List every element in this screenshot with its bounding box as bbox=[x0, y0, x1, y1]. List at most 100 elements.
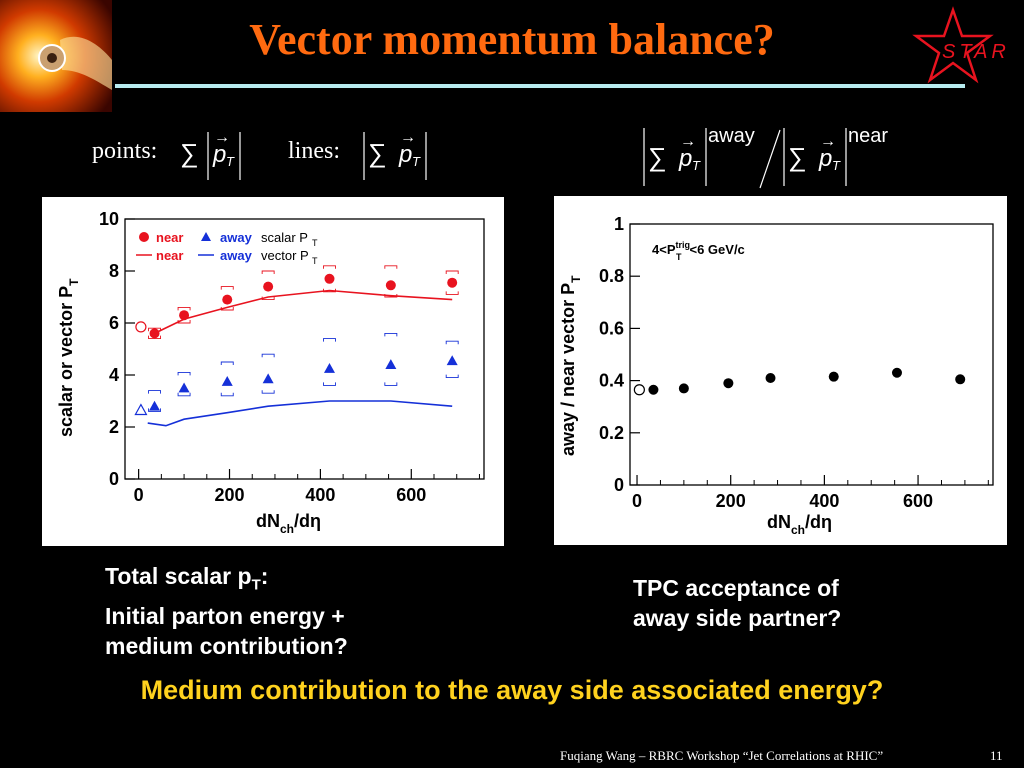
data-point bbox=[723, 378, 734, 389]
sys-error-bracket bbox=[384, 332, 398, 337]
legend-away-point bbox=[201, 232, 211, 241]
title-divider bbox=[115, 84, 965, 88]
x-tick-label: 600 bbox=[396, 485, 426, 505]
sys-error-bracket bbox=[177, 371, 191, 376]
near-point bbox=[385, 280, 396, 291]
x-axis-title: dNch/dη bbox=[256, 511, 321, 536]
svg-text:∑: ∑ bbox=[788, 142, 807, 172]
svg-text:p: p bbox=[212, 141, 226, 168]
slide-title: Vector momentum balance? bbox=[249, 15, 775, 64]
svg-text:∑: ∑ bbox=[368, 138, 387, 168]
svg-text:∑: ∑ bbox=[180, 138, 199, 168]
away-open-point bbox=[134, 403, 148, 416]
legend-scalar-label: scalar P bbox=[261, 230, 308, 245]
sys-error-bracket bbox=[323, 338, 336, 342]
caption-right: TPC acceptance of away side partner? bbox=[633, 573, 841, 633]
star-logo-text: STAR bbox=[942, 41, 1010, 63]
data-open-point bbox=[633, 384, 645, 396]
sys-error-bracket bbox=[384, 265, 398, 269]
x-tick-label: 400 bbox=[305, 485, 335, 505]
scalar-vector-pt-chart: 0 200 400 600 0 2 4 6 8 10 near away scalar P T n… bbox=[56, 209, 485, 536]
sys-error-bracket bbox=[220, 286, 234, 290]
scalar-vector-pt-chart-panel: 0 200 400 600 0 2 4 6 8 10 near away scalar P T n… bbox=[42, 197, 504, 546]
formula-lines-label: lines: bbox=[288, 138, 340, 164]
svg-text:T: T bbox=[226, 154, 235, 169]
near-point bbox=[222, 294, 233, 305]
x-tick-label: 0 bbox=[134, 485, 144, 505]
legend-vector-label: vector P bbox=[261, 248, 309, 263]
y-tick-label: 0.6 bbox=[599, 318, 624, 338]
caption-left-line2: Initial parton energy + bbox=[105, 602, 345, 629]
sys-error-bracket bbox=[177, 306, 191, 311]
chart-legend: near away scalar P T near away vector P … bbox=[136, 230, 318, 266]
star-logo: STAR bbox=[912, 6, 1010, 84]
data-point bbox=[891, 367, 902, 378]
star-outline-icon bbox=[912, 6, 994, 84]
y-axis-title: scalar or vector PT bbox=[56, 278, 81, 437]
y-tick-label: 4 bbox=[109, 365, 119, 385]
y-tick-label: 6 bbox=[109, 313, 119, 333]
sys-error-bracket bbox=[220, 361, 234, 365]
legend-scalar-sub: T bbox=[312, 238, 318, 248]
y-tick-label: 0.2 bbox=[599, 423, 624, 443]
away-vector-line bbox=[147, 400, 453, 427]
data-point bbox=[678, 383, 689, 394]
svg-text:T: T bbox=[832, 158, 841, 173]
legend-vector-sub: T bbox=[312, 256, 318, 266]
sys-error-bracket bbox=[261, 353, 275, 358]
away-point bbox=[149, 400, 161, 411]
x-axis-title: dNch/dη bbox=[767, 512, 832, 537]
formula-near-label: near bbox=[848, 125, 888, 147]
page-number: 11 bbox=[990, 748, 1003, 763]
sun-logo-image bbox=[0, 0, 112, 112]
trigger-range-annotation: 4<Ptrig T <6 GeV/c bbox=[652, 240, 745, 262]
sys-error-bracket bbox=[384, 382, 398, 386]
data-point bbox=[765, 372, 776, 383]
sys-error-bracket bbox=[177, 392, 191, 397]
formula-away-label: away bbox=[708, 125, 755, 147]
legend-away-line-label: away bbox=[220, 248, 253, 263]
sys-error-bracket bbox=[323, 265, 336, 269]
sys-error-bracket bbox=[261, 390, 275, 394]
near-vector-line bbox=[154, 289, 453, 335]
svg-text:p: p bbox=[818, 145, 832, 172]
formula-abs-sum-p: ∑ → p T bbox=[363, 129, 427, 180]
y-tick-label: 0.8 bbox=[599, 266, 624, 286]
plot-frame bbox=[124, 218, 485, 480]
away-point bbox=[221, 376, 233, 386]
svg-text:p: p bbox=[398, 141, 412, 168]
legend-near-line-label: near bbox=[156, 248, 183, 263]
y-tick-label: 8 bbox=[109, 261, 119, 281]
sys-error-bracket bbox=[445, 374, 459, 379]
sys-error-bracket bbox=[148, 390, 161, 394]
formula-ratio: ∑ → p T away ∑ → p T near bbox=[643, 125, 888, 189]
y-axis-title: away / near vector PT bbox=[558, 275, 583, 456]
svg-text:∑: ∑ bbox=[648, 142, 667, 172]
x-tick-label: 200 bbox=[214, 485, 244, 505]
x-tick-label: 0 bbox=[632, 491, 642, 511]
y-tick-label: 2 bbox=[109, 417, 119, 437]
svg-text:→: → bbox=[820, 133, 836, 150]
caption-right-line2: away side partner? bbox=[633, 605, 842, 631]
data-point bbox=[828, 371, 839, 382]
key-question: Medium contribution to the away side ass… bbox=[140, 675, 884, 705]
away-point bbox=[262, 373, 274, 384]
formula-sum-abs-p: ∑ → p T bbox=[180, 129, 241, 180]
near-point bbox=[447, 277, 458, 288]
caption-left-line1: Total scalar pT: bbox=[105, 563, 269, 594]
svg-text:→: → bbox=[400, 129, 416, 146]
formula-points-label: points: bbox=[92, 138, 158, 164]
y-tick-label: 0 bbox=[109, 469, 119, 489]
sys-error-bracket bbox=[445, 270, 459, 274]
away-point bbox=[178, 382, 190, 393]
y-tick-label: 10 bbox=[99, 209, 119, 229]
svg-text:→: → bbox=[214, 129, 230, 146]
sys-error-bracket bbox=[261, 270, 275, 274]
caption-left: Total scalar pT: Initial parton energy +… bbox=[105, 561, 348, 661]
svg-text:T: T bbox=[692, 158, 701, 173]
away-point bbox=[385, 359, 397, 369]
away-near-ratio-chart-panel: 0 200 400 600 0 0.2 0.4 0.6 0.8 1 4<Ptrig T <6 GeV/… bbox=[554, 196, 1007, 545]
sys-error-bracket bbox=[148, 335, 161, 340]
x-tick-label: 600 bbox=[903, 491, 933, 511]
legend-near-label: near bbox=[156, 230, 183, 245]
